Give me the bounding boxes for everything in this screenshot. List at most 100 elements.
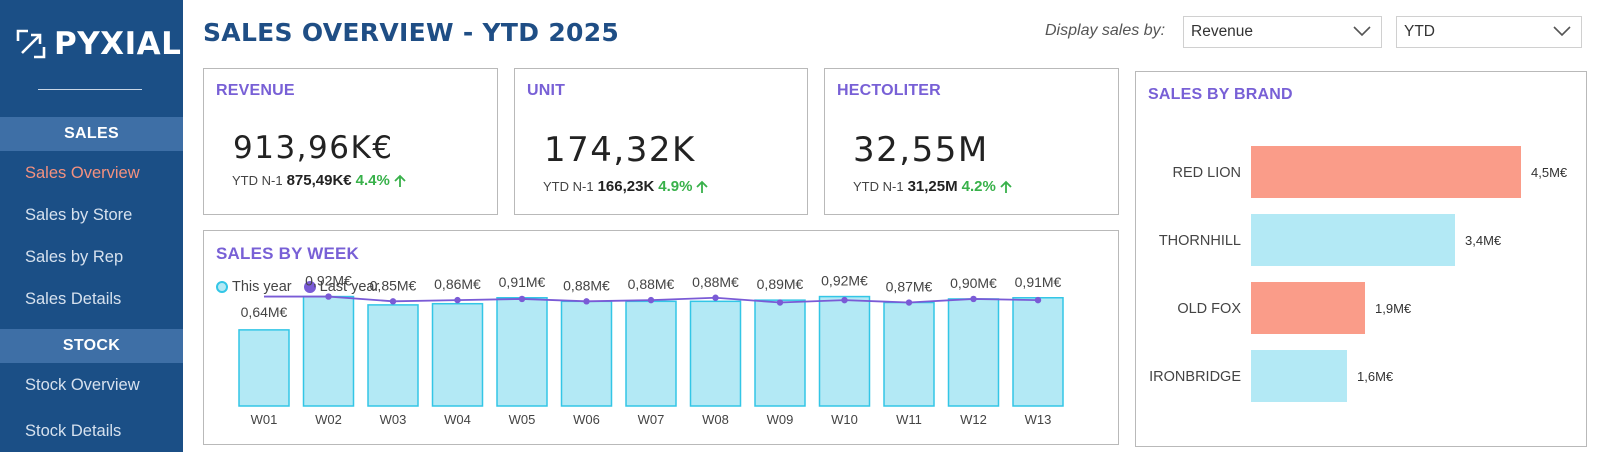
- legend-last-year-marker[interactable]: [303, 281, 316, 293]
- week-data-label: 0,87M€: [886, 279, 933, 295]
- kpi-change: 4.9%: [658, 178, 693, 195]
- last-year-point-w08: [712, 294, 719, 301]
- last-year-point-w12: [970, 295, 977, 303]
- week-data-label: 0,88M€: [563, 277, 610, 293]
- week-data-label: 0,91M€: [1015, 274, 1062, 290]
- kpi-comparison: YTD N-1 166,23K 4.9%: [543, 178, 709, 195]
- kpi-value: 913,96K€: [233, 130, 394, 166]
- week-data-label: 0,89M€: [757, 276, 804, 292]
- week-bar-w13: [1012, 297, 1064, 407]
- chevron-down-icon: [1553, 26, 1571, 37]
- last-year-point-w04: [454, 296, 461, 304]
- week-tick-label: W09: [767, 412, 794, 427]
- sidebar-section-sales: SALES: [0, 117, 183, 151]
- week-tick-label: W04: [444, 412, 471, 427]
- pyxial-logo-icon: [16, 29, 46, 59]
- sidebar: PYXIAL SALES Sales Overview Sales by Sto…: [0, 0, 183, 452]
- legend-this-year-marker[interactable]: [216, 281, 228, 293]
- week-tick-label: W10: [831, 412, 858, 427]
- week-data-label: 0,85M€: [370, 277, 417, 293]
- kpi-card-revenue: REVENUE 913,96K€ YTD N-1 875,49K€ 4.4%: [203, 68, 498, 215]
- brand-data-label: 1,6M€: [1357, 369, 1394, 384]
- measure-dropdown-value: Revenue: [1191, 23, 1254, 40]
- week-tick-label: W06: [573, 412, 600, 427]
- kpi-change: 4.2%: [961, 178, 996, 195]
- period-dropdown-value: YTD: [1404, 23, 1435, 40]
- kpi-prev-value: 166,23K: [597, 178, 655, 195]
- kpi-comparison: YTD N-1 875,49K€ 4.4%: [232, 172, 406, 189]
- week-bar-w10: [818, 295, 871, 407]
- brand-data-label: 3,4M€: [1465, 233, 1502, 248]
- sales-by-brand-card: SALES BY BRAND RED LION 4,5M€ THORNHILL 3,4…: [1135, 71, 1587, 447]
- brand-bar-red-lion: [1251, 146, 1521, 198]
- brand-category-label: RED LION: [1173, 165, 1242, 181]
- brand-category-label: OLD FOX: [1177, 301, 1241, 317]
- brand-bar-thornhill: [1251, 214, 1455, 266]
- sidebar-section-stock: STOCK: [0, 329, 183, 363]
- brand-category-label: THORNHILL: [1159, 233, 1241, 249]
- brand-data-label: 4,5M€: [1531, 165, 1568, 180]
- legend-this-year-label[interactable]: This year: [232, 279, 292, 295]
- week-bar-w07: [625, 300, 677, 407]
- sidebar-item-stock-details[interactable]: Stock Details: [25, 422, 122, 440]
- week-data-label: 0,64M€: [241, 304, 288, 320]
- kpi-value: 32,55M: [853, 130, 989, 170]
- kpi-prev-label: YTD N-1: [853, 179, 904, 194]
- last-year-point-w09: [776, 299, 784, 306]
- sidebar-item-sales-details[interactable]: Sales Details: [25, 290, 122, 308]
- kpi-comparison: YTD N-1 31,25M 4.2%: [853, 178, 1012, 195]
- week-tick-label: W02: [315, 412, 342, 427]
- brand-bar-old-fox: [1251, 282, 1365, 334]
- week-data-label: 0,90M€: [950, 275, 997, 291]
- chevron-down-icon: [1353, 26, 1371, 37]
- week-tick-label: W07: [638, 412, 665, 427]
- brand-data-label: 1,9M€: [1375, 301, 1412, 316]
- kpi-prev-label: YTD N-1: [543, 179, 594, 194]
- sales-by-week-chart: W01 0,64M€ W02 0,92M€ W03 0,85M€ W04 0,86M€ W05 0…: [238, 273, 1064, 427]
- kpi-value: 174,32K: [544, 130, 696, 170]
- week-tick-label: W08: [702, 412, 729, 427]
- week-data-label: 0,92M€: [821, 273, 868, 289]
- last-year-point-w07: [647, 296, 655, 304]
- week-data-label: 0,92M€: [305, 273, 352, 289]
- page-title: SALES OVERVIEW - YTD 2025: [203, 18, 620, 47]
- kpi-prev-value: 875,49K€: [286, 172, 352, 189]
- week-bar-w06: [560, 300, 613, 407]
- last-year-point-w10: [841, 296, 848, 304]
- kpi-change: 4.4%: [355, 172, 390, 189]
- brand-logo[interactable]: PYXIAL: [16, 26, 181, 62]
- kpi-title: REVENUE: [216, 82, 295, 99]
- last-year-point-w02: [325, 293, 332, 300]
- week-bar-w02: [302, 295, 355, 407]
- measure-dropdown[interactable]: Revenue: [1183, 16, 1382, 48]
- last-year-point-w11: [905, 299, 913, 306]
- week-tick-label: W01: [251, 412, 278, 427]
- period-dropdown[interactable]: YTD: [1396, 16, 1582, 48]
- brand-category-label: IRONBRIDGE: [1149, 369, 1241, 385]
- kpi-card-hectoliter: HECTOLITER 32,55M YTD N-1 31,25M 4.2%: [824, 68, 1119, 215]
- last-year-point-w06: [583, 298, 590, 305]
- week-tick-label: W05: [509, 412, 536, 427]
- sidebar-item-sales-overview[interactable]: Sales Overview: [25, 164, 140, 182]
- sales-by-week-card: SALES BY WEEK This year Last year W01 0,6…: [203, 230, 1119, 445]
- kpi-title: UNIT: [527, 82, 566, 99]
- legend-last-year-label[interactable]: Last year: [319, 279, 380, 295]
- week-bar-w05: [496, 297, 548, 407]
- week-bar-w03: [367, 304, 419, 407]
- chart-title: SALES BY BRAND: [1148, 86, 1293, 103]
- arrow-up-icon: [1000, 180, 1012, 193]
- week-tick-label: W12: [960, 412, 987, 427]
- sidebar-item-stock-overview[interactable]: Stock Overview: [25, 376, 140, 394]
- kpi-card-unit: UNIT 174,32K YTD N-1 166,23K 4.9%: [514, 68, 808, 215]
- week-bar-w09: [754, 299, 806, 407]
- sales-by-brand-chart: RED LION 4,5M€ THORNHILL 3,4M€ OLD FOX 1,9M€ I…: [1149, 146, 1568, 402]
- sidebar-item-sales-by-store[interactable]: Sales by Store: [25, 206, 133, 224]
- chart-title: SALES BY WEEK: [216, 244, 360, 263]
- sidebar-item-sales-by-rep[interactable]: Sales by Rep: [25, 248, 124, 266]
- arrow-up-icon: [696, 180, 709, 193]
- last-year-point-w03: [389, 298, 397, 305]
- brand-bar-ironbridge: [1251, 350, 1347, 402]
- week-bar-w11: [883, 301, 935, 407]
- week-data-label: 0,86M€: [434, 276, 481, 292]
- logo-divider: [38, 89, 142, 90]
